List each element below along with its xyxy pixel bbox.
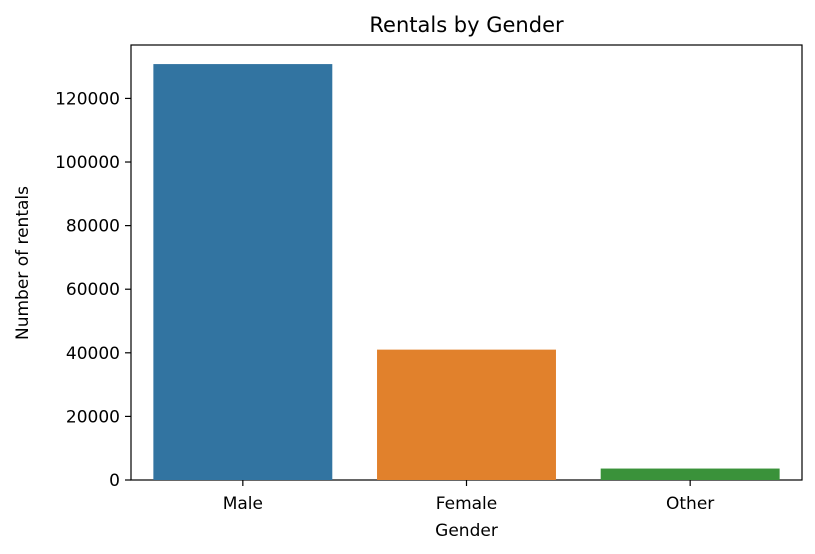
- bar-male: [153, 64, 333, 480]
- x-tick-label: Male: [223, 494, 263, 514]
- bar-female: [377, 349, 556, 480]
- y-tick-label: 0: [109, 471, 120, 491]
- x-tick-label: Other: [666, 494, 714, 514]
- y-tick-label: 40000: [66, 344, 120, 364]
- y-axis-label: Number of rentals: [13, 186, 33, 340]
- x-axis-label: Gender: [435, 521, 498, 541]
- x-axis: Male Female Other: [223, 480, 714, 514]
- y-tick-label: 60000: [66, 280, 120, 300]
- bar-other: [600, 468, 780, 480]
- chart-title: Rentals by Gender: [369, 13, 564, 37]
- bars-group: [153, 64, 780, 480]
- y-tick-label: 20000: [66, 407, 120, 427]
- y-tick-label: 120000: [55, 89, 120, 109]
- x-tick-label: Female: [436, 494, 497, 514]
- y-tick-label: 100000: [55, 153, 120, 173]
- y-tick-label: 80000: [66, 217, 120, 237]
- y-axis: 0 20000 40000 60000 80000 100000 120000: [55, 89, 131, 491]
